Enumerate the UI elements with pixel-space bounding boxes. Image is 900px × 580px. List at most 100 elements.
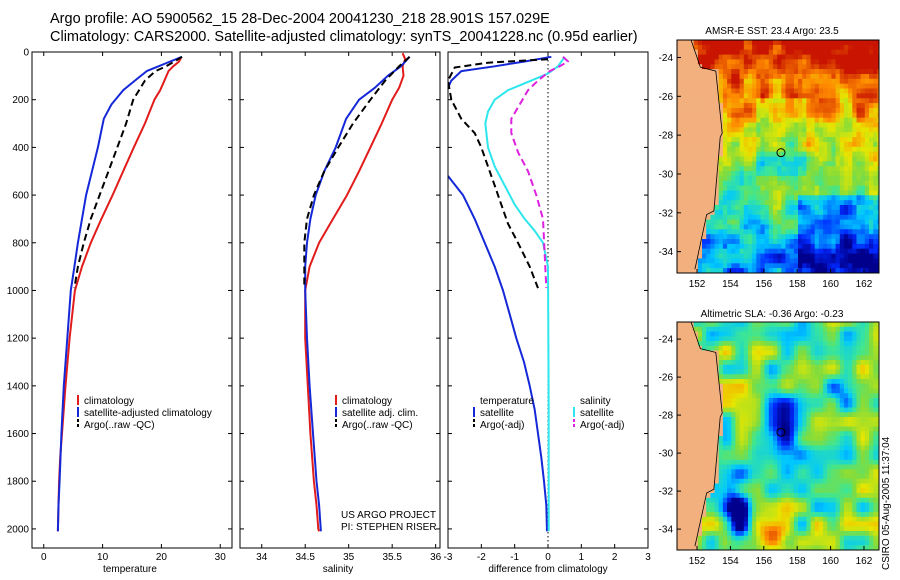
sla-map-cell xyxy=(864,464,870,470)
sst-map-cell xyxy=(718,185,724,192)
sst-map-cell xyxy=(864,44,870,51)
sla-map-cell xyxy=(768,421,774,428)
sst-map-cell xyxy=(806,190,812,196)
sla-map-cell xyxy=(722,374,728,380)
sst-map-cell xyxy=(860,64,866,70)
sla-map-cell xyxy=(756,369,762,375)
sla-map-cell xyxy=(843,526,849,532)
sst-map-cell xyxy=(839,74,845,80)
sla-map-cell xyxy=(777,516,782,523)
sla-map-cell xyxy=(743,393,749,399)
sla-map-cell xyxy=(835,360,841,366)
sst-map-cell xyxy=(698,273,703,278)
sst-map-cell xyxy=(843,175,849,182)
sla-map-cell xyxy=(710,374,716,380)
sla-map-cell xyxy=(718,516,724,523)
sla-map-cell xyxy=(756,478,762,485)
sla-map-cell xyxy=(702,360,707,366)
sla-map-cell xyxy=(831,369,837,375)
sla-map-cell xyxy=(839,455,845,461)
sst-map-cell xyxy=(722,209,728,216)
sst-map-cell xyxy=(743,229,749,235)
sla-map-cell xyxy=(685,488,691,494)
sla-map-cell xyxy=(760,421,766,428)
sst-map-cell xyxy=(839,190,845,196)
sla-map-cell xyxy=(814,412,820,418)
sst-map-cell xyxy=(756,268,762,273)
sla-map-cell xyxy=(743,345,749,352)
sla-map-cell xyxy=(731,474,737,480)
sst-map-cell xyxy=(681,190,686,196)
sst-map-cell xyxy=(718,224,724,230)
sla-map-cell xyxy=(768,374,774,380)
sla-map-cell xyxy=(731,493,737,499)
sla-map-cell xyxy=(710,412,716,418)
sst-map-cell xyxy=(793,54,799,61)
sst-map-cell xyxy=(706,49,711,56)
sla-map-cell xyxy=(777,455,782,461)
sst-map-cell xyxy=(735,268,741,273)
sla-map-cell xyxy=(781,341,787,347)
sst-map-cell xyxy=(823,69,828,75)
sla-map-cell xyxy=(681,531,686,537)
sla-map-cell xyxy=(685,341,691,347)
sla-map-cell xyxy=(839,379,845,385)
sst-map-cell xyxy=(827,93,832,99)
sst-map-cell xyxy=(768,248,774,255)
sst-map-cell xyxy=(697,180,703,187)
sla-map-cell xyxy=(827,350,832,356)
sst-map-cell xyxy=(835,248,841,255)
sst-map-cell xyxy=(739,195,745,201)
sst-map-cell xyxy=(848,253,853,260)
sst-map-cell xyxy=(739,224,745,230)
sst-map-cell xyxy=(810,214,816,221)
sla-map-cell xyxy=(710,550,715,555)
sst-map-cell xyxy=(768,59,774,65)
sla-map-cell xyxy=(864,364,870,371)
sst-map-cell xyxy=(810,108,816,114)
sla-map-cell xyxy=(798,326,803,333)
sst-map-cell xyxy=(873,146,878,153)
sla-map-cell xyxy=(823,507,828,513)
sla-map-cell xyxy=(831,493,837,499)
sst-map-cell xyxy=(873,161,878,167)
sst-map-cell xyxy=(760,83,766,90)
sla-map-cell xyxy=(731,545,737,550)
sla-map-cell xyxy=(768,322,774,328)
sst-map-cell xyxy=(873,258,878,264)
sla-map-cell xyxy=(877,379,879,385)
sst-map-cell xyxy=(789,253,795,260)
sla-map-cell xyxy=(689,531,695,537)
sst-map-cell xyxy=(722,74,728,80)
sla-map-cell xyxy=(818,336,824,342)
sst-map-cell xyxy=(714,243,720,250)
sst-map-cell xyxy=(706,156,711,162)
sla-map-cell xyxy=(710,464,716,470)
sst-map-cell xyxy=(869,253,874,260)
sla-map-cell xyxy=(748,355,753,361)
sla-map-cell xyxy=(843,469,849,475)
sst-map-cell xyxy=(835,98,841,104)
sst-map-cell xyxy=(685,234,691,240)
sla-map-cell xyxy=(706,326,711,333)
sst-map-cell xyxy=(864,69,870,75)
sst-map-cell xyxy=(802,219,807,226)
sla-map-cell xyxy=(856,469,862,475)
sst-map-cell xyxy=(856,219,862,226)
sst-map-cell xyxy=(710,132,716,138)
sla-map-cell xyxy=(869,388,874,394)
sst-map-cell xyxy=(839,268,845,273)
sst-map-cell xyxy=(756,263,762,269)
sla-map-cell xyxy=(722,360,728,366)
sla-map-cell xyxy=(860,383,866,390)
sst-map-cell xyxy=(706,171,711,177)
sla-map-cell xyxy=(843,402,849,409)
sla-map-cell xyxy=(802,483,807,489)
sst-map-cell xyxy=(835,234,841,240)
sst-map-cell xyxy=(798,127,803,133)
sst-map-cell xyxy=(806,141,812,148)
sst-map-cell xyxy=(864,200,870,206)
sla-map-cell xyxy=(869,445,874,451)
sst-map-cell xyxy=(814,98,820,104)
sst-map-cell xyxy=(877,108,879,114)
